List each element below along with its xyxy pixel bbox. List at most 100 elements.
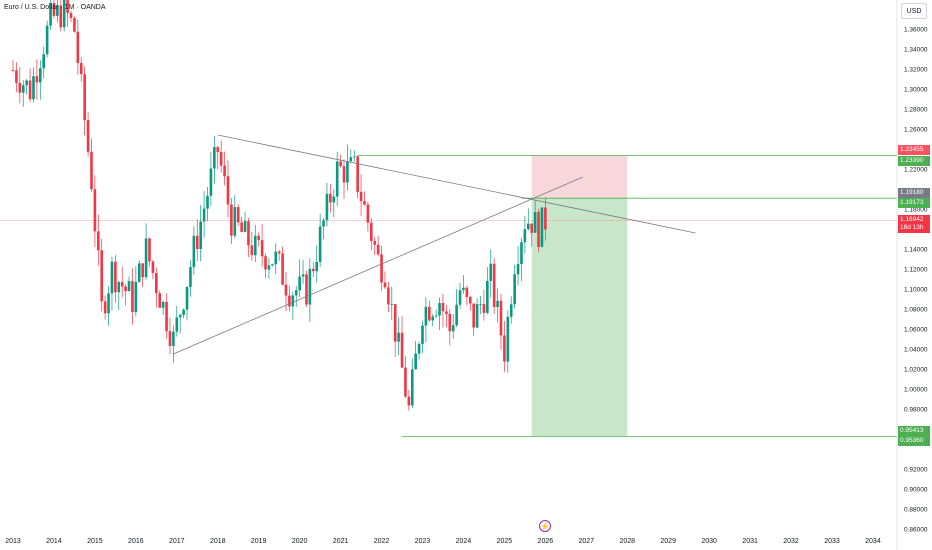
candle-body (18, 82, 22, 93)
candle-body (247, 221, 250, 246)
trend-line (173, 176, 584, 355)
time-tick-label: 2026 (537, 538, 554, 545)
price-badge-value: 1.19173 (900, 199, 924, 207)
candle-body (257, 235, 260, 241)
time-tick-label: 2020 (291, 538, 308, 545)
candle-body (407, 396, 411, 406)
candle-body (312, 268, 315, 272)
candle-body (21, 85, 25, 93)
trend-line (217, 134, 696, 234)
candle-body (137, 263, 141, 282)
candle-body (66, 0, 69, 14)
price-badge: 1.23390 (898, 156, 930, 167)
price-tick-label: 1.34000 (904, 46, 928, 54)
candle-body (342, 166, 346, 183)
candle-body (131, 281, 134, 313)
candle-body (482, 304, 486, 313)
candle-body (421, 325, 424, 344)
candle-body (349, 157, 353, 162)
candle-body (503, 335, 506, 362)
price-tick-label: 0.86000 (904, 526, 928, 534)
price-tick-label: 1.04000 (904, 346, 928, 354)
candle-body (168, 331, 172, 346)
candle-body (533, 212, 537, 233)
time-tick-label: 2031 (742, 538, 758, 545)
candle-body (301, 274, 305, 277)
candle-body (219, 152, 223, 166)
price-tick-label: 1.10000 (904, 286, 928, 294)
time-tick-label: 2019 (250, 538, 267, 545)
candle-body (356, 156, 359, 192)
candle-body (424, 306, 428, 326)
candle-body (195, 235, 199, 250)
candle-body (25, 80, 28, 86)
candle-body (325, 193, 329, 221)
candle-body (509, 304, 513, 317)
time-tick-label: 2034 (865, 538, 881, 545)
price-tick-label: 1.14000 (904, 246, 928, 254)
candle-body (141, 263, 144, 278)
candle-body (455, 304, 458, 326)
candle-body (264, 256, 267, 270)
candle-body (417, 343, 421, 354)
symbol-title: Euro / U.S. Dollar · 1M · OANDA (4, 4, 106, 11)
candle-body (56, 5, 59, 16)
price-tick-label: 0.92000 (904, 466, 928, 474)
candle-body (223, 165, 226, 177)
candle-body (376, 244, 380, 255)
price-badge: 1.19180 (898, 188, 930, 199)
candle-body (390, 304, 394, 305)
candle-body (315, 261, 319, 272)
candle-body (404, 367, 407, 397)
candle-body (243, 221, 247, 232)
candles (11, 0, 547, 411)
candle-body (134, 281, 138, 313)
candle-body (387, 287, 390, 305)
candle-body (114, 261, 117, 293)
level-lines (0, 154, 897, 437)
candle-body (124, 286, 127, 292)
candle-body (458, 290, 462, 305)
price-tick-label: 1.36000 (904, 26, 928, 34)
candle-body (120, 282, 124, 287)
candle-body (69, 13, 73, 18)
tradingview-logo-icon[interactable]: ⚡ (539, 520, 551, 532)
price-tick-label: 1.26000 (904, 126, 928, 134)
candle-body (298, 276, 301, 291)
candle-body (32, 76, 35, 100)
candle-body (489, 263, 493, 281)
candle-body (438, 303, 441, 316)
candle-body (76, 31, 80, 64)
price-tick-label: 1.06000 (904, 326, 928, 334)
candle-body (291, 295, 295, 307)
candle-body (93, 189, 97, 232)
currency-button[interactable]: USD (901, 3, 927, 19)
price-tick-label: 1.32000 (904, 66, 928, 74)
candle-body (240, 222, 243, 232)
candle-body (253, 235, 257, 256)
price-tick-label: 1.28000 (904, 106, 928, 114)
time-tick-label: 2025 (496, 538, 513, 545)
time-tick-label: 2032 (783, 538, 799, 545)
price-badge-value: 1.16942 (900, 215, 924, 223)
candle-body (59, 5, 63, 28)
candle-body (486, 280, 489, 313)
candle-body (359, 191, 363, 202)
candle-body (185, 286, 189, 310)
candle-body (230, 204, 233, 236)
candle-body (213, 147, 216, 169)
candle-body (281, 253, 284, 285)
time-tick-label: 2018 (209, 538, 226, 545)
price-badge-value: 1.23455 (900, 146, 924, 154)
time-tick-label: 2027 (578, 538, 595, 545)
position-zones (531, 155, 628, 437)
candle-body (90, 151, 93, 190)
candle-body (506, 316, 510, 362)
time-tick-label: 2014 (46, 538, 62, 545)
candle-body (79, 63, 83, 75)
candle-body (39, 68, 42, 83)
candle-body (127, 281, 131, 292)
candle-body (428, 306, 431, 321)
